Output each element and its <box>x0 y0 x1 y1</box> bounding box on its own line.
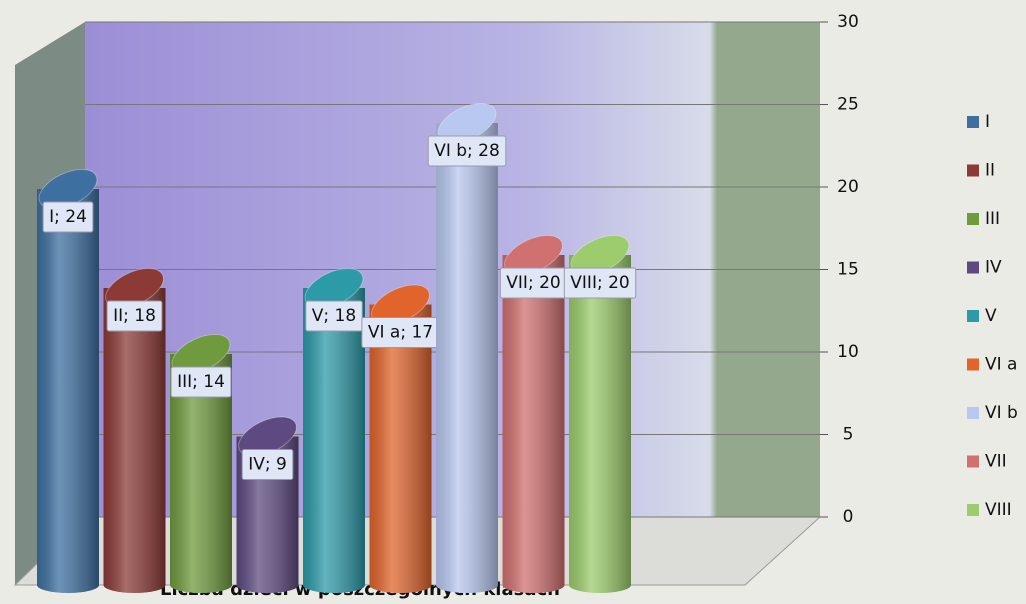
data-label: VIII; 20 <box>570 273 629 293</box>
bar-shade <box>303 288 365 593</box>
y-tick-label: 15 <box>837 260 859 280</box>
data-label-box <box>305 300 363 332</box>
data-label: I; 24 <box>49 207 87 227</box>
y-tick-label: 30 <box>837 12 859 32</box>
data-label-box <box>170 366 232 398</box>
bar-shade <box>170 354 232 593</box>
legend-label: II <box>985 161 995 181</box>
data-label: III; 14 <box>177 372 225 392</box>
legend-label: IV <box>985 258 1002 278</box>
legend-swatch <box>967 261 979 274</box>
legend-swatch <box>967 164 979 177</box>
bar-shade <box>436 123 498 593</box>
data-label: VII; 20 <box>506 273 560 293</box>
data-label: VI a; 17 <box>368 323 433 343</box>
legend-label: VIII <box>985 500 1012 520</box>
data-label: IV; 9 <box>248 455 287 475</box>
bar-shade <box>103 288 166 593</box>
data-label-box <box>241 449 294 480</box>
bar-shade <box>369 304 432 593</box>
data-label-box <box>106 300 163 332</box>
legend-label: V <box>985 306 997 326</box>
bar-shade <box>37 189 99 593</box>
legend-swatch <box>967 455 979 468</box>
legend-swatch <box>967 310 979 322</box>
data-label: II; 18 <box>113 306 156 326</box>
legend-label: I <box>985 112 990 132</box>
legend-label: VI b <box>985 403 1018 423</box>
data-label: V; 18 <box>312 306 356 326</box>
bar-shade <box>502 255 565 593</box>
y-tick-label: 25 <box>837 95 859 115</box>
data-label-box <box>563 267 637 299</box>
legend-swatch <box>967 504 979 516</box>
data-label-box <box>42 201 94 233</box>
y-tick-label: 10 <box>837 342 859 362</box>
legend-swatch <box>967 407 979 419</box>
y-tick-label: 0 <box>843 507 854 527</box>
legend-label: VI a <box>985 355 1017 375</box>
legend-label: VII <box>985 452 1007 472</box>
legend-swatch <box>967 116 979 128</box>
legend-swatch <box>967 213 979 225</box>
y-tick-label: 20 <box>837 177 859 197</box>
data-label-box <box>427 135 507 167</box>
data-label: VI b; 28 <box>434 141 500 161</box>
bar-shade <box>569 255 631 593</box>
y-tick-label: 5 <box>843 425 854 445</box>
legend-swatch <box>967 358 979 371</box>
legend-label: III <box>985 209 1000 229</box>
